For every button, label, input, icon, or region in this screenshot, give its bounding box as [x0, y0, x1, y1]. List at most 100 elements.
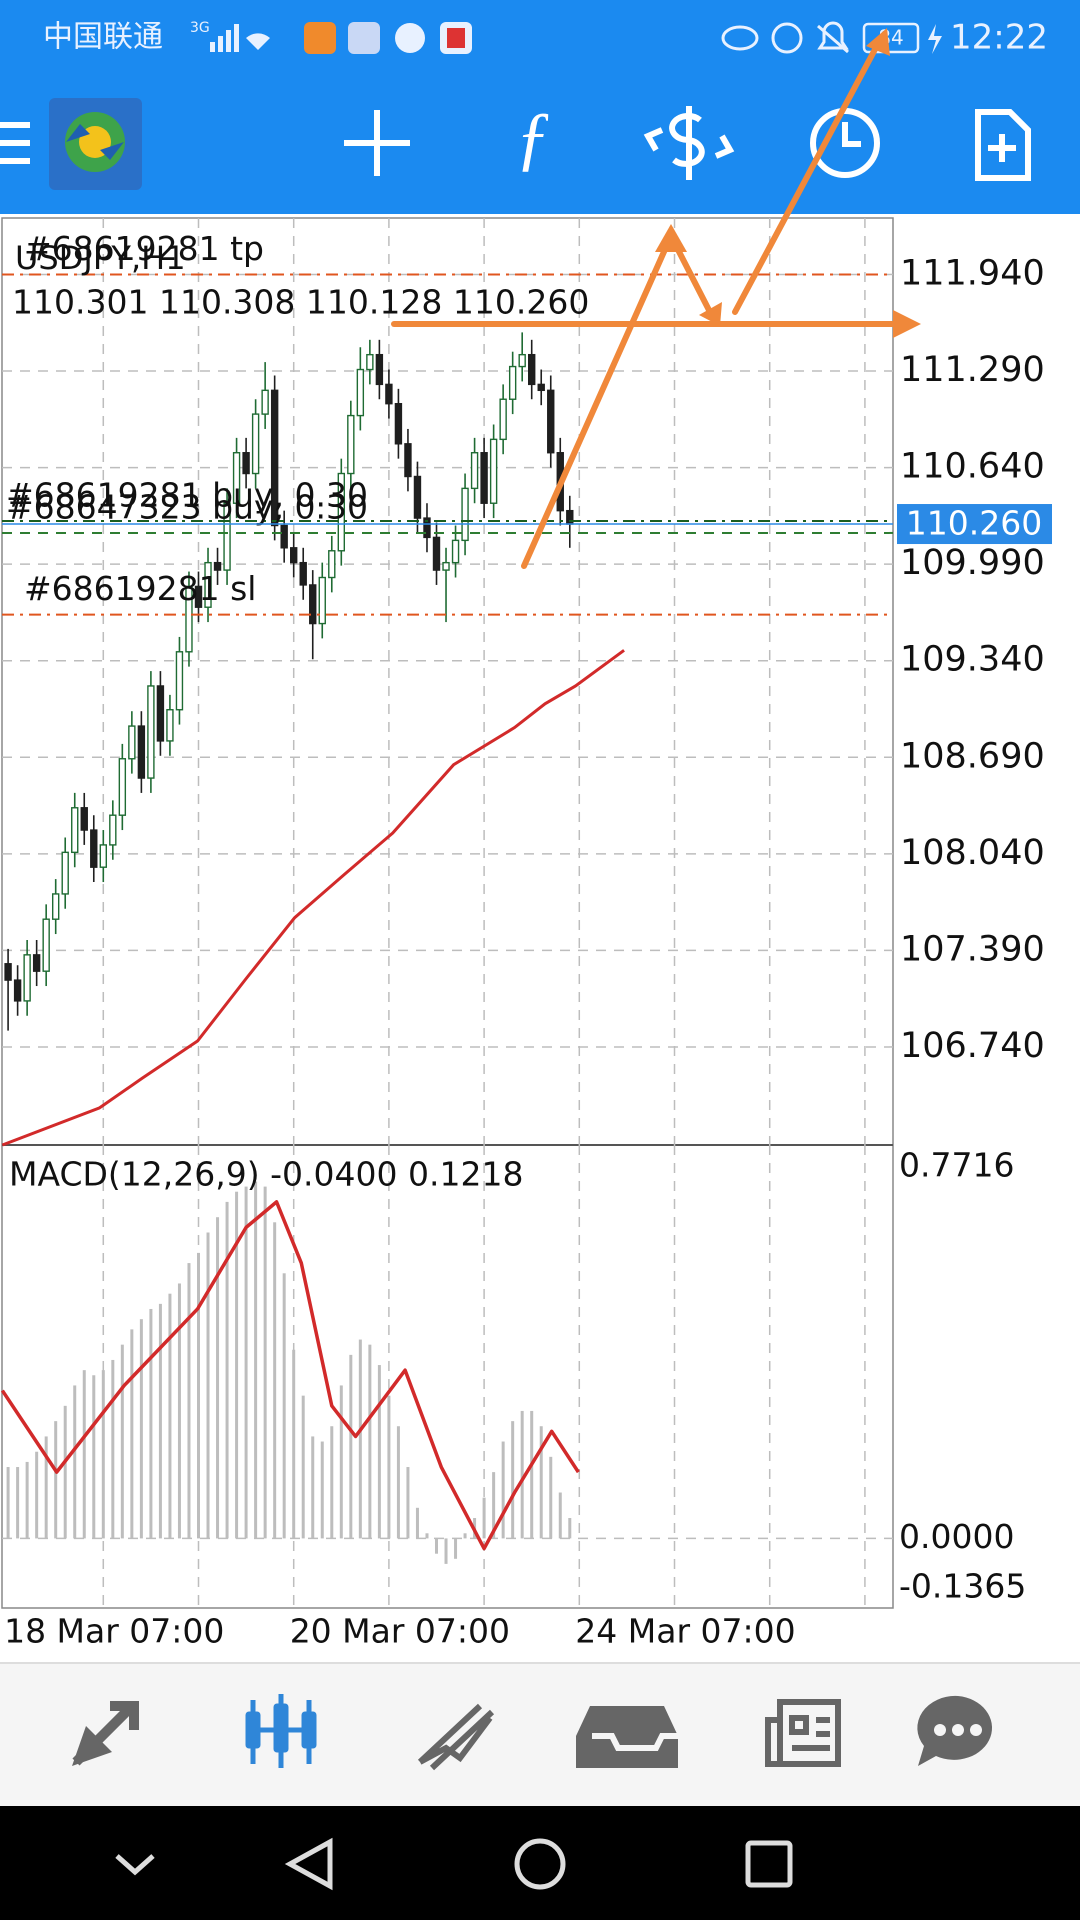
histogram-bar	[377, 1365, 381, 1539]
candle-body	[470, 452, 479, 490]
histogram-bar	[311, 1436, 315, 1539]
candle-body	[61, 851, 69, 895]
candle-body	[394, 402, 403, 445]
histogram-bar	[25, 1461, 29, 1539]
histogram-bar	[520, 1410, 524, 1539]
chart-tab[interactable]	[245, 1694, 317, 1768]
histogram-bar	[130, 1329, 134, 1539]
candle-body	[204, 561, 212, 608]
home-button[interactable]	[514, 1838, 566, 1890]
histogram-bar	[482, 1497, 486, 1539]
candle-body	[118, 758, 127, 816]
y-tick-label: 111.290	[900, 350, 1045, 390]
candle-body	[32, 954, 41, 972]
histogram-bar	[396, 1426, 400, 1539]
app-icon	[447, 28, 465, 48]
bid-label: 110.260	[906, 504, 1042, 543]
candle-body	[499, 398, 507, 441]
histogram-bar	[358, 1339, 362, 1539]
order-label: #68619281 buy, 0.30	[6, 476, 368, 515]
histogram-bar	[444, 1538, 448, 1564]
candle-body	[13, 979, 22, 1002]
y-tick-label: 109.990	[900, 543, 1045, 583]
quotes-tab[interactable]	[72, 1701, 139, 1766]
header-bg	[0, 0, 1080, 214]
histogram-bar	[206, 1232, 210, 1539]
histogram-bar	[273, 1222, 277, 1539]
histogram-bar	[292, 1349, 296, 1539]
candle-body	[290, 547, 298, 564]
histogram-bar	[368, 1344, 372, 1539]
histogram-bar	[177, 1283, 181, 1539]
indicators-button[interactable]: ƒ	[515, 98, 551, 178]
candle-body	[51, 893, 60, 920]
candle-body	[328, 550, 336, 579]
news-tab[interactable]	[765, 1699, 841, 1767]
plot: 18 Mar 07:00 20 Mar 07:00 24 Mar 07:00 111.…	[0, 218, 1052, 1651]
charge-icon	[928, 24, 942, 54]
candle-body	[109, 814, 117, 846]
crosshair-button[interactable]	[344, 110, 410, 176]
app-icon	[395, 23, 425, 53]
y-tick-label: 111.940	[900, 253, 1045, 293]
candle-body	[404, 443, 412, 478]
menu-button[interactable]	[0, 122, 30, 164]
candle-body	[147, 685, 155, 779]
candle-body	[432, 536, 441, 571]
bid-badge	[897, 504, 1052, 545]
histogram-bar	[111, 1359, 115, 1539]
candle-body	[251, 413, 260, 475]
histogram-bar	[254, 1181, 258, 1539]
candle-body	[213, 561, 222, 571]
histogram-bar	[530, 1410, 534, 1539]
collapse-button[interactable]	[115, 1854, 155, 1876]
histogram-bar	[425, 1533, 429, 1539]
candle-body	[318, 576, 326, 625]
histogram-bar	[501, 1441, 505, 1539]
histogram-bar	[349, 1354, 353, 1539]
candle-body	[528, 353, 536, 386]
mute-icon	[817, 21, 849, 54]
new-order-button[interactable]	[975, 109, 1031, 181]
histogram-bar	[492, 1472, 496, 1539]
bottom-nav	[0, 1663, 1080, 1806]
histogram-bar	[330, 1426, 334, 1539]
candle-body	[71, 807, 79, 854]
trade-button[interactable]	[643, 106, 735, 180]
recents-button[interactable]	[745, 1840, 793, 1888]
candle-body	[99, 844, 107, 868]
candle-body	[299, 561, 307, 586]
carrier: 中国联通	[43, 20, 163, 55]
candle-body	[156, 685, 165, 742]
candle-body	[461, 487, 469, 542]
histogram-bar	[463, 1533, 467, 1539]
histogram-bar	[16, 1467, 20, 1539]
candle-body	[518, 353, 526, 368]
candle-body	[508, 365, 517, 400]
histogram-bar	[568, 1518, 572, 1539]
back-button[interactable]	[284, 1837, 333, 1891]
candle-body	[451, 539, 460, 564]
candle-body	[166, 709, 174, 742]
candle-body	[356, 368, 365, 417]
candle-body	[385, 383, 393, 405]
history-tab[interactable]	[576, 1706, 680, 1768]
trade-tab[interactable]	[417, 1703, 495, 1771]
chat-tab[interactable]	[917, 1695, 993, 1766]
histogram-bar	[54, 1421, 58, 1539]
histogram-bar	[63, 1405, 67, 1539]
candle-body	[128, 725, 136, 760]
candle-body	[4, 963, 12, 981]
network: 3G	[190, 20, 210, 36]
y-tick-label: -0.1365	[899, 1567, 1026, 1606]
order-label: #68619281 tp	[24, 229, 264, 268]
y-tick-label: 106.740	[900, 1026, 1045, 1066]
app-logo[interactable]	[49, 98, 142, 190]
wifi-icon	[246, 33, 270, 50]
candle-body	[185, 585, 193, 653]
histogram-bar	[244, 1186, 248, 1539]
candle-body	[175, 651, 184, 711]
order-label: #68647323 buy, 0.30	[6, 487, 368, 526]
chart-frame	[1, 217, 894, 1609]
